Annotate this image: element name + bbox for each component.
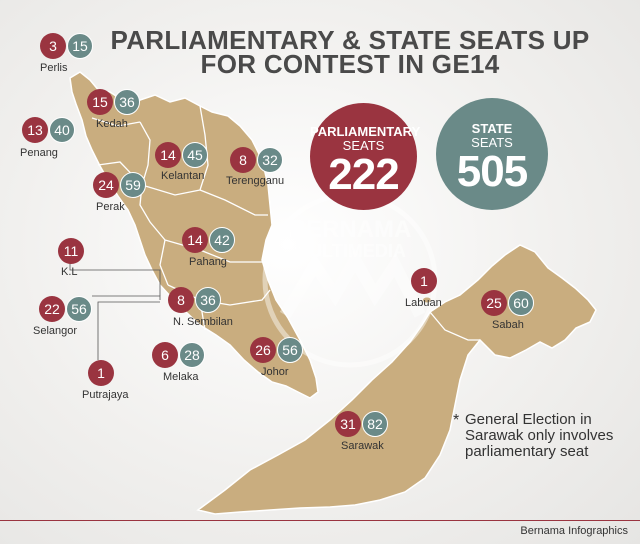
parliamentary-seats-badge: 11 <box>58 238 84 264</box>
state-seats-badge: 56 <box>66 296 92 322</box>
state-label: Johor <box>261 366 289 378</box>
parliamentary-seats-badge: 25 <box>481 290 507 316</box>
watermark-line1: BERNAMA <box>289 216 412 243</box>
state-seats-badge: 40 <box>49 117 75 143</box>
parliamentary-seats-badge: 22 <box>39 296 65 322</box>
parliamentary-seats-badge: 6 <box>152 342 178 368</box>
state-seats-badge: 82 <box>362 411 388 437</box>
state-total-value: 505 <box>456 147 528 196</box>
labuan-island <box>423 297 431 303</box>
parliamentary-seats-badge: 15 <box>87 89 113 115</box>
state-seats-badge: 59 <box>120 172 146 198</box>
state-label: Perak <box>96 201 125 213</box>
state-label: Kedah <box>96 118 128 130</box>
parliamentary-total-value: 222 <box>328 150 399 199</box>
state-label: K.L <box>61 266 78 278</box>
parliamentary-seats-badge: 14 <box>155 142 181 168</box>
title-line1: PARLIAMENTARY & STATE SEATS UP <box>110 25 590 55</box>
parliamentary-seats-badge: 3 <box>40 33 66 59</box>
state-label: N. Sembilan <box>173 316 233 328</box>
state-label: Sarawak <box>341 440 384 452</box>
state-label: Melaka <box>163 371 199 383</box>
credit-text: Bernama Infographics <box>520 525 628 537</box>
state-label: Kelantan <box>161 170 205 182</box>
leader-lines <box>69 260 161 360</box>
state-seats-badge: 28 <box>179 342 205 368</box>
watermark-line2: MULTIMEDIA <box>294 241 406 261</box>
parliamentary-seats-badge: 24 <box>93 172 119 198</box>
parliamentary-seats-badge: 31 <box>335 411 361 437</box>
parliamentary-seats-badge: 13 <box>22 117 48 143</box>
footnote-text: General Election in Sarawak only involve… <box>465 411 614 460</box>
state-seats-badge: 15 <box>67 33 93 59</box>
state-label: Putrajaya <box>82 389 129 401</box>
state-seats-badge: 45 <box>182 142 208 168</box>
parliamentary-total-label1: PARLIAMENTARY <box>310 124 421 139</box>
footer-divider <box>0 520 640 521</box>
parliamentary-seats-badge: 1 <box>88 360 114 386</box>
parliamentary-total-label2: SEATS <box>342 138 385 153</box>
state-seats-badge: 56 <box>277 337 303 363</box>
state-seats-badge: 42 <box>209 227 235 253</box>
state-label: Perlis <box>40 62 68 74</box>
parliamentary-seats-badge: 8 <box>168 287 194 313</box>
parliamentary-seats-badge: 14 <box>182 227 208 253</box>
parliamentary-total-badge: PARLIAMENTARY SEATS 222 <box>310 103 421 210</box>
footnote-asterisk: * <box>453 412 460 429</box>
title-line2: FOR CONTEST IN GE14 <box>200 49 500 79</box>
state-label: Labuan <box>405 297 442 309</box>
state-seats-badge: 60 <box>508 290 534 316</box>
state-total-label1: STATE <box>471 121 513 136</box>
state-seats-badge: 36 <box>114 89 140 115</box>
page-title: PARLIAMENTARY & STATE SEATS UP FOR CONTE… <box>100 25 600 79</box>
state-label: Pahang <box>189 256 227 268</box>
parliamentary-seats-badge: 8 <box>230 147 256 173</box>
parliamentary-seats-badge: 1 <box>411 268 437 294</box>
state-total-label2: SEATS <box>471 135 513 150</box>
sabah-sarawak-border <box>429 311 480 341</box>
state-label: Terengganu <box>226 175 285 187</box>
sarawak-footnote: * General Election in Sarawak only invol… <box>453 412 633 460</box>
state-label: Selangor <box>33 325 78 337</box>
state-label: Sabah <box>492 319 524 331</box>
parliamentary-seats-badge: 26 <box>250 337 276 363</box>
state-seats-badge: 36 <box>195 287 221 313</box>
state-total-badge: STATE SEATS 505 <box>436 98 548 210</box>
state-seats-badge: 32 <box>257 147 283 173</box>
state-label: Penang <box>20 147 58 159</box>
